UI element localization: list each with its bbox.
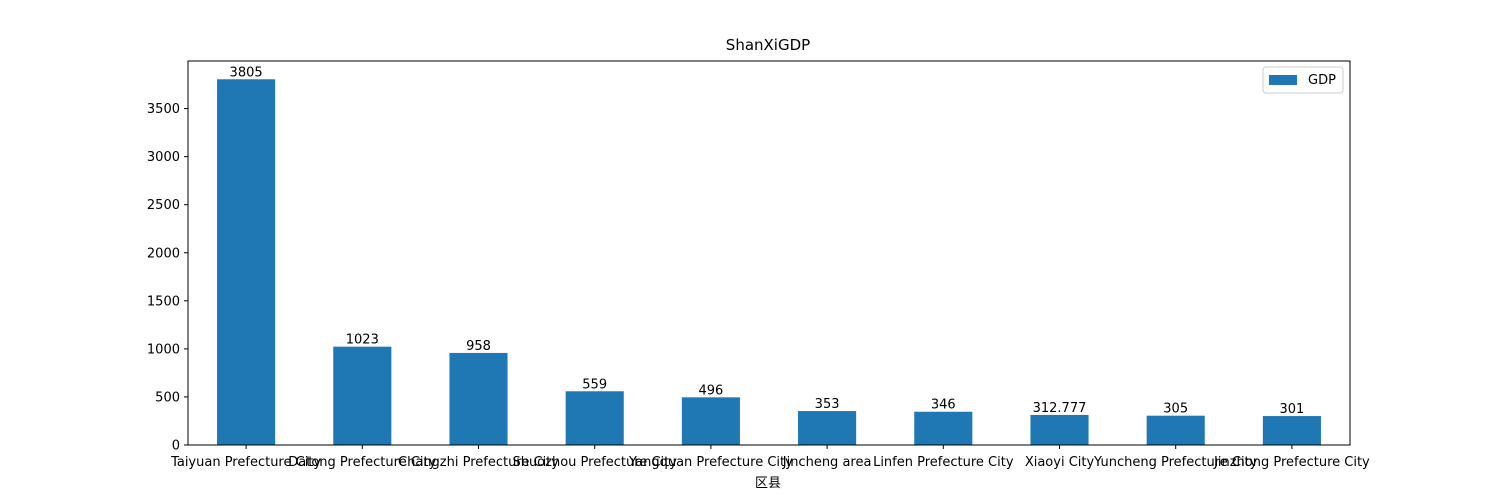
x-tick-label: Datong Prefecture City bbox=[288, 455, 436, 470]
legend-swatch bbox=[1269, 75, 1297, 85]
y-tick-label: 1000 bbox=[147, 342, 180, 357]
bar-value-label: 301 bbox=[1279, 402, 1304, 417]
x-tick-label: Taiyuan Prefecture City bbox=[170, 455, 321, 470]
plot-frame bbox=[187, 60, 1351, 446]
bar-value-label: 958 bbox=[466, 339, 491, 354]
legend: GDP bbox=[1262, 66, 1344, 94]
y-tick-label: 3000 bbox=[147, 150, 180, 165]
bar-value-label: 3805 bbox=[230, 65, 263, 80]
legend-label: GDP bbox=[1308, 73, 1336, 88]
legend-frame bbox=[1262, 66, 1344, 94]
y-tick-label: 0 bbox=[172, 439, 180, 454]
bar bbox=[681, 397, 740, 445]
bar-labels-group: 3805 1023 958 559 496 353 346 312.777 305 301 bbox=[230, 65, 1305, 417]
x-tick-label: Jincheng area bbox=[782, 455, 872, 470]
bar-value-label: 353 bbox=[815, 397, 840, 412]
bar-value-label: 559 bbox=[582, 377, 607, 392]
x-tick-label: Jinzhong Prefecture City bbox=[1213, 455, 1370, 470]
x-tick-label: Linfen Prefecture City bbox=[873, 455, 1014, 470]
bar-value-label: 496 bbox=[698, 383, 723, 398]
bar-value-label: 1023 bbox=[346, 333, 379, 348]
x-tick-label: Changzhi Prefecture City bbox=[398, 455, 559, 470]
bar bbox=[565, 391, 624, 445]
y-axis: 0 500 1000 1500 2000 2500 3000 3500 bbox=[147, 102, 188, 454]
bar bbox=[1146, 415, 1205, 445]
x-tick-label: Yangquan Prefecture City bbox=[628, 455, 793, 470]
y-tick-label: 3500 bbox=[147, 102, 180, 117]
x-axis-label: 区县 bbox=[755, 476, 781, 491]
y-tick-label: 1500 bbox=[147, 294, 180, 309]
y-tick-label: 2500 bbox=[147, 198, 180, 213]
bar bbox=[798, 411, 857, 445]
bar-value-label: 346 bbox=[931, 398, 956, 413]
bar bbox=[1030, 414, 1089, 445]
y-tick-label: 2000 bbox=[147, 246, 180, 261]
x-tick-label: Yuncheng Prefecture City bbox=[1093, 455, 1258, 470]
bar-value-label: 312.777 bbox=[1033, 401, 1087, 416]
bar-value-label: 305 bbox=[1163, 402, 1188, 417]
x-tick-label: Xiaoyi City bbox=[1025, 455, 1095, 470]
bar bbox=[217, 79, 276, 446]
chart-title: ShanXiGDP bbox=[726, 36, 810, 54]
bar bbox=[333, 346, 392, 445]
bars-group bbox=[217, 79, 1321, 446]
y-tick-label: 500 bbox=[155, 390, 180, 405]
bar bbox=[449, 352, 508, 445]
x-tick-label: Shuozhou Prefecture City bbox=[512, 455, 677, 470]
bar bbox=[1262, 416, 1321, 445]
bar bbox=[914, 411, 973, 445]
